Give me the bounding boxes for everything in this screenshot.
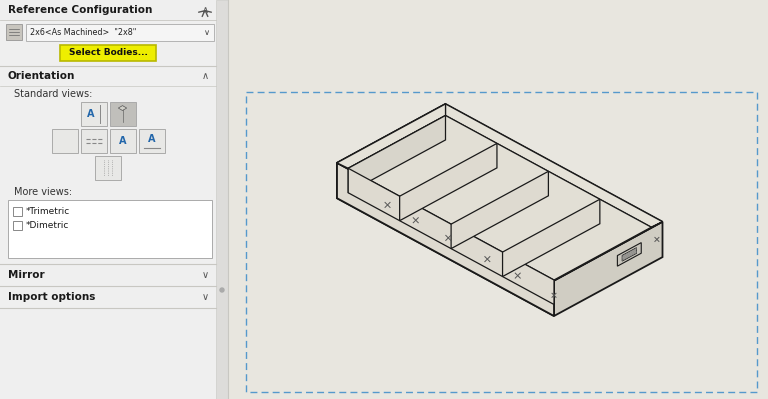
Polygon shape	[348, 115, 445, 193]
Bar	[13, 207, 22, 216]
Polygon shape	[451, 171, 548, 249]
Text: Mirror: Mirror	[8, 270, 45, 280]
Polygon shape	[337, 163, 554, 316]
FancyBboxPatch shape	[60, 45, 156, 61]
Polygon shape	[348, 168, 554, 304]
Text: Import options: Import options	[8, 292, 95, 302]
Polygon shape	[554, 222, 663, 316]
Bar	[95, 156, 121, 180]
Polygon shape	[337, 104, 663, 280]
Polygon shape	[554, 222, 663, 280]
Text: *Dimetric: *Dimetric	[26, 221, 69, 230]
Polygon shape	[337, 163, 554, 316]
Text: Select Bodies...: Select Bodies...	[68, 48, 147, 57]
Polygon shape	[348, 115, 651, 280]
Polygon shape	[445, 104, 663, 227]
Bar	[228, 0, 768, 399]
Text: A: A	[119, 136, 126, 146]
Text: ∧: ∧	[201, 71, 209, 81]
Polygon shape	[337, 104, 445, 168]
Circle shape	[220, 288, 224, 292]
Bar	[0, 0, 228, 399]
Bar	[6, 24, 22, 40]
Text: 2x6<As Machined>  "2x8": 2x6<As Machined> "2x8"	[30, 28, 137, 37]
Bar	[81, 129, 107, 153]
Bar	[216, 0, 228, 399]
Text: More views:: More views:	[14, 187, 72, 197]
Polygon shape	[622, 248, 637, 261]
Bar	[110, 129, 135, 153]
Bar	[26, 24, 214, 41]
Bar	[13, 221, 22, 230]
Text: ∨: ∨	[204, 28, 210, 37]
Text: Reference Configuration: Reference Configuration	[8, 5, 152, 15]
Bar	[81, 102, 107, 126]
Text: Standard views:: Standard views:	[14, 89, 92, 99]
Bar	[51, 129, 78, 153]
Text: *Trimetric: *Trimetric	[26, 207, 70, 216]
Polygon shape	[337, 163, 554, 280]
Bar	[8, 200, 212, 258]
Text: ∨: ∨	[201, 292, 209, 302]
Text: Orientation: Orientation	[8, 71, 75, 81]
Polygon shape	[617, 243, 641, 266]
Text: ∧: ∧	[201, 5, 209, 15]
Polygon shape	[502, 199, 600, 277]
Bar	[246, 92, 757, 392]
Text: ∨: ∨	[201, 270, 209, 280]
Polygon shape	[337, 104, 445, 198]
Polygon shape	[118, 106, 127, 111]
Bar	[110, 102, 135, 126]
Text: A: A	[87, 109, 94, 119]
Bar	[138, 129, 164, 153]
Polygon shape	[399, 143, 497, 221]
Text: A: A	[147, 134, 155, 144]
